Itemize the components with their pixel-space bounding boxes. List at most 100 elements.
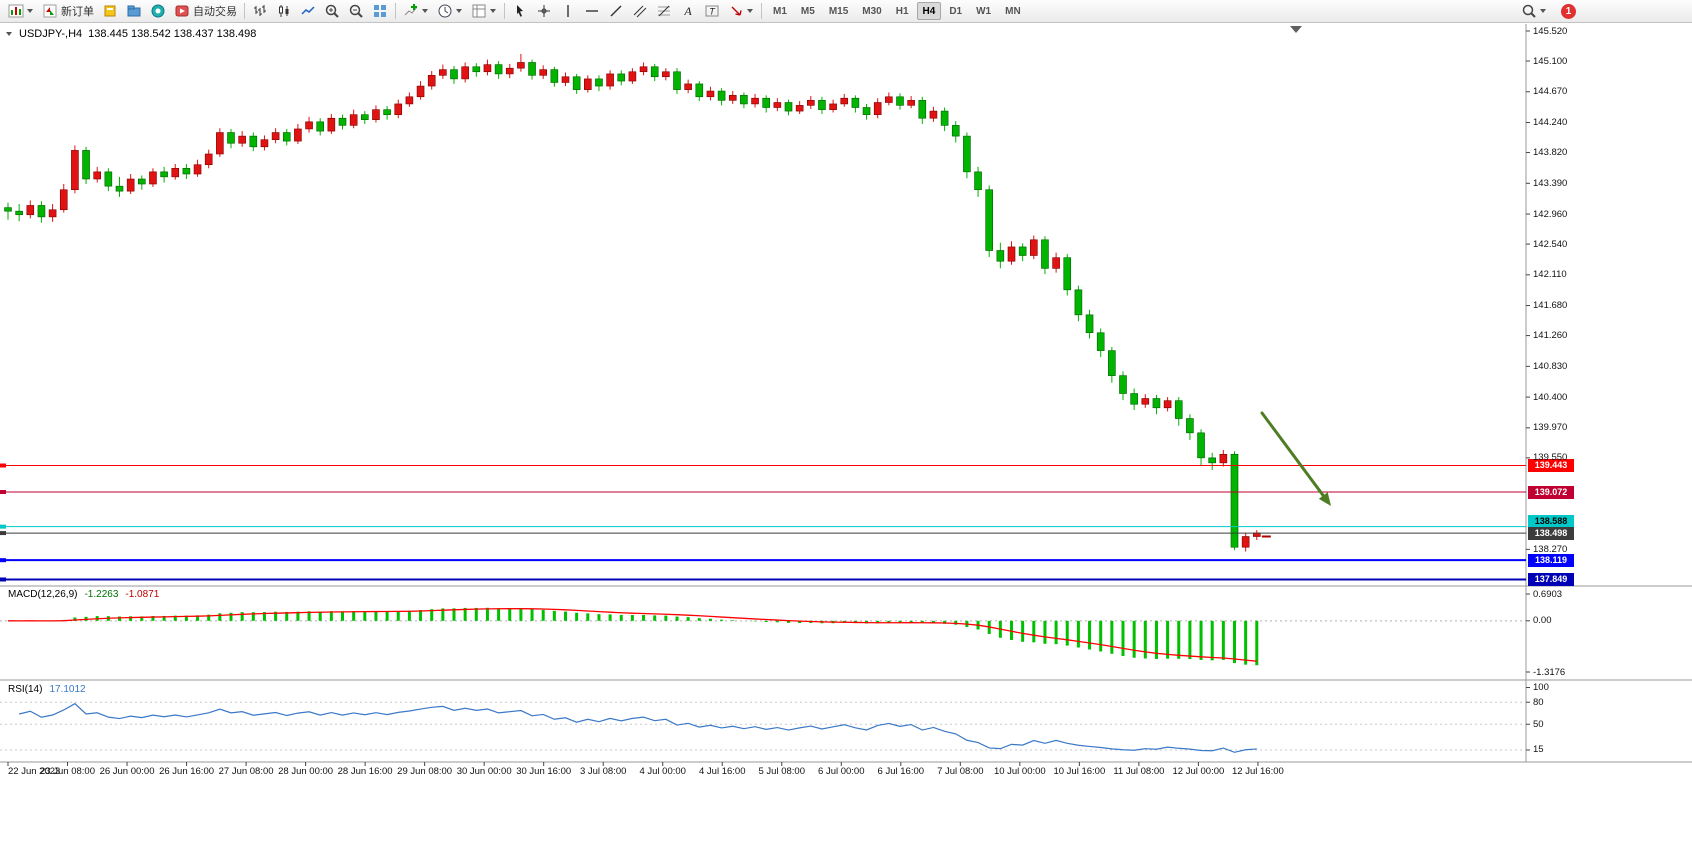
time-tick-11[interactable]: 4 Jul 00:00	[639, 766, 686, 777]
cursor-button[interactable]	[508, 1, 532, 21]
arrow-object-icon	[728, 3, 744, 19]
line-handle[interactable]	[0, 577, 6, 582]
time-tick-10[interactable]: 3 Jul 08:00	[579, 766, 627, 777]
price-badge-138.119: 138.119	[1528, 553, 1574, 567]
navigator-button[interactable]	[146, 1, 170, 21]
candlesticks	[4, 53, 1261, 552]
line-handle[interactable]	[0, 490, 6, 495]
timeframe-m15[interactable]: M15	[828, 6, 849, 17]
chevron-down-icon	[490, 8, 497, 14]
time-tick-2[interactable]: 26 Jun 00:00	[99, 766, 155, 777]
price-tick-145.520: 145.520	[1533, 25, 1568, 37]
time-tick-12[interactable]: 4 Jul 16:00	[698, 766, 746, 777]
timeframe-mn[interactable]: MN	[1005, 6, 1021, 17]
time-tick-14[interactable]: 6 Jul 00:00	[818, 766, 865, 777]
rsi-axis-15: 15	[1533, 744, 1544, 756]
timeframe-d1[interactable]: D1	[949, 6, 963, 17]
chevron-down-icon	[422, 8, 429, 14]
time-tick-8[interactable]: 30 Jun 00:00	[456, 766, 512, 777]
autotrading-button[interactable]: 自动交易	[170, 1, 241, 21]
price-tick-139.970: 139.970	[1533, 422, 1568, 434]
time-tick-0[interactable]: 22 Jun 2023	[8, 766, 61, 777]
separator	[504, 3, 505, 19]
new-order-label: 新订单	[61, 6, 94, 18]
clock-icon	[437, 3, 453, 19]
price-tick-142.960: 142.960	[1533, 208, 1568, 220]
time-tick-3[interactable]: 26 Jun 16:00	[159, 766, 215, 777]
time-tick-18[interactable]: 10 Jul 16:00	[1053, 766, 1106, 777]
time-tick-16[interactable]: 7 Jul 08:00	[937, 766, 984, 777]
trendline-icon	[608, 3, 624, 19]
time-tick-19[interactable]: 11 Jul 08:00	[1113, 766, 1165, 777]
time-tick-13[interactable]: 5 Jul 08:00	[758, 766, 805, 777]
text-button[interactable]: A	[676, 1, 700, 21]
arrows-button[interactable]	[724, 1, 758, 21]
time-tick-17[interactable]: 10 Jul 00:00	[993, 766, 1046, 777]
svg-text:T: T	[709, 7, 716, 17]
timeframe-h1[interactable]: H1	[895, 6, 909, 17]
crosshair-button[interactable]	[532, 1, 556, 21]
indicators-button[interactable]	[399, 1, 433, 21]
arrow-annotation-head[interactable]	[1318, 492, 1331, 506]
time-tick-5[interactable]: 28 Jun 00:00	[278, 766, 334, 777]
price-tick-142.540: 142.540	[1533, 238, 1568, 250]
notification-badge[interactable]: 1	[1561, 3, 1576, 19]
channel-icon	[632, 3, 648, 19]
line-handle[interactable]	[0, 463, 6, 468]
time-tick-9[interactable]: 30 Jun 16:00	[516, 766, 572, 777]
metaeditor-icon	[102, 3, 118, 19]
price-lines	[0, 463, 1526, 582]
timeframe-m5[interactable]: M5	[800, 6, 815, 17]
periods-button[interactable]	[433, 1, 467, 21]
metaeditor-button[interactable]	[98, 1, 122, 21]
channel-button[interactable]	[628, 1, 652, 21]
trendline-button[interactable]	[604, 1, 628, 21]
rsi-label: RSI(14) 17.1012	[8, 684, 86, 695]
price-badge-139.072: 139.072	[1528, 485, 1574, 499]
price-badge-138.588: 138.588	[1528, 515, 1574, 529]
rsi-line	[19, 702, 1257, 753]
new-chart-button[interactable]	[4, 1, 38, 21]
line-handle[interactable]	[0, 558, 6, 563]
zoom-in-button[interactable]	[320, 1, 344, 21]
fibonacci-button[interactable]	[652, 1, 676, 21]
templates-button[interactable]	[467, 1, 501, 21]
timeframe-m30[interactable]: M30	[862, 6, 882, 17]
navigator-icon	[150, 3, 166, 19]
text-label-icon: T	[704, 3, 720, 19]
time-tick-15[interactable]: 6 Jul 16:00	[877, 766, 925, 777]
time-tick-4[interactable]: 27 Jun 08:00	[218, 766, 274, 777]
text-label-button[interactable]: T	[700, 1, 724, 21]
profiles-button[interactable]	[122, 1, 146, 21]
search-button[interactable]	[1517, 1, 1551, 21]
line-chart-button[interactable]	[296, 1, 320, 21]
symbol-dropdown-icon[interactable]	[6, 28, 13, 40]
horizontal-line-button[interactable]	[580, 1, 604, 21]
chart-shift-marker[interactable]	[1290, 26, 1302, 33]
macd-axis-0.6903: 0.6903	[1533, 588, 1563, 600]
candlestick-chart-button[interactable]	[272, 1, 296, 21]
time-tick-7[interactable]: 29 Jun 08:00	[397, 766, 453, 777]
time-tick-21[interactable]: 12 Jul 16:00	[1232, 766, 1284, 777]
timeframe-w1[interactable]: W1	[976, 6, 992, 17]
autotrading-label: 自动交易	[193, 6, 237, 18]
time-tick-20[interactable]: 12 Jul 00:00	[1172, 766, 1225, 777]
timeframe-m1[interactable]: M1	[773, 6, 787, 17]
arrow-annotation[interactable]	[1260, 411, 1325, 498]
line-handle[interactable]	[0, 524, 6, 529]
macd-name: MACD(12,26,9)	[8, 589, 78, 600]
ohlc-values: 138.445 138.542 138.437 138.498	[88, 28, 257, 40]
bar-chart-button[interactable]	[248, 1, 272, 21]
time-tick-6[interactable]: 28 Jun 16:00	[337, 766, 393, 777]
new-order-button[interactable]: 新订单	[38, 1, 98, 21]
tile-windows-button[interactable]	[368, 1, 392, 21]
chart-title: USDJPY-,H4 138.445 138.542 138.437 138.4…	[6, 28, 256, 40]
macd-axis--1.3176: -1.3176	[1533, 666, 1566, 678]
time-tick-1[interactable]: 23 Jun 08:00	[40, 766, 95, 777]
line-handle[interactable]	[0, 531, 6, 536]
vertical-line-button[interactable]	[556, 1, 580, 21]
zoom-out-button[interactable]	[344, 1, 368, 21]
timeframe-h4[interactable]: H4	[916, 2, 942, 20]
